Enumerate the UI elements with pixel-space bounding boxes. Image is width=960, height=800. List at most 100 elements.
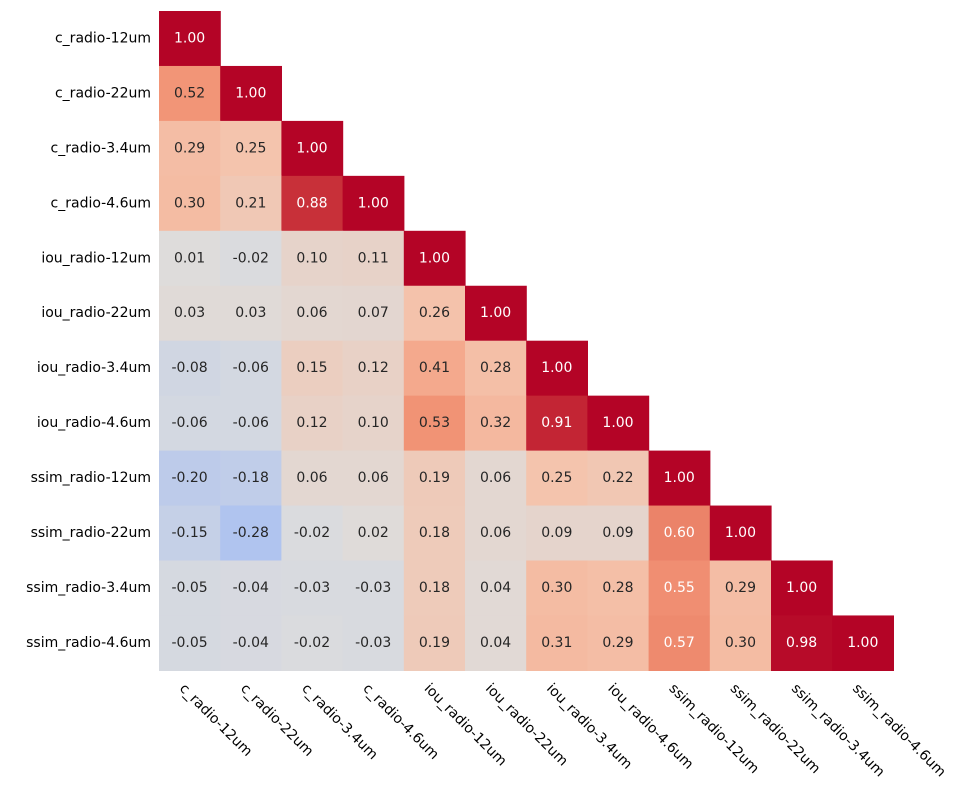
heatmap-cell [342,340,405,397]
heatmap-cell [465,395,527,452]
heatmap-cell [342,560,405,617]
heatmap-cell [342,450,405,507]
heatmap-cell [709,505,772,562]
heatmap-cell [526,505,588,562]
cell-value-label: 0.26 [419,305,450,321]
heatmap-cell [220,615,282,671]
cell-value-label: 0.31 [541,635,572,651]
row-tick-label: iou_radio-4.6um [37,415,151,431]
row-tick-label: ssim_radio-4.6um [26,635,151,651]
cell-value-label: 0.06 [296,470,327,486]
cell-value-label: -0.05 [171,580,207,596]
cell-value-label: -0.03 [294,580,330,596]
heatmap-cell [403,505,466,562]
heatmap-cell [220,285,282,342]
cell-value-label: 0.60 [664,525,695,541]
cell-value-label: 0.09 [541,525,572,541]
cell-value-label: 1.00 [174,30,205,46]
heatmap-cell [587,450,650,507]
cell-value-label: 0.07 [358,305,389,321]
cell-value-label: 0.04 [480,635,511,651]
cell-value-label: 1.00 [235,85,266,101]
cell-value-label: 0.57 [664,635,695,651]
cell-value-label: 0.32 [480,415,511,431]
cell-value-label: -0.20 [171,470,207,486]
heatmap-cell [281,230,344,287]
heatmap-cell [220,175,282,232]
cell-value-label: 0.06 [480,525,511,541]
heatmap-cell [403,340,466,397]
cell-value-label: -0.04 [233,580,269,596]
cell-value-label: 0.52 [174,85,205,101]
heatmap-cell [648,560,711,617]
heatmap-cell [342,505,405,562]
heatmap-cell [709,615,772,671]
heatmap-cell [526,340,588,397]
cell-value-label: -0.05 [171,635,207,651]
row-labels: c_radio-12um c_radio-22um c_radio-3.4um c_r… [26,30,151,650]
heatmap-cell [465,560,527,617]
column-labels: c_radio-12umc_radio-22umc_radio-3.4umc_r… [176,681,949,781]
cell-value-label: 0.02 [358,525,389,541]
row-tick-label: c_radio-4.6um [51,195,151,211]
cell-value-label: -0.06 [171,415,207,431]
cell-value-label: 0.21 [235,195,266,211]
heatmap-cell [159,230,221,287]
cell-value-label: 0.41 [419,360,450,376]
heatmap-cell [281,340,344,397]
cell-value-label: 0.88 [296,195,327,211]
cell-value-label: 1.00 [296,140,327,156]
cell-value-label: 1.00 [419,250,450,266]
heatmap-cell [159,395,221,452]
cell-value-label: 0.25 [541,470,572,486]
cell-value-label: 0.04 [480,580,511,596]
heatmap-cell [281,615,344,671]
heatmap-cell [159,175,221,232]
heatmap-cell [220,340,282,397]
cell-value-label: -0.08 [171,360,207,376]
heatmap-cell [648,450,711,507]
cell-value-label: -0.18 [233,470,269,486]
heatmap-cell [403,615,466,671]
cell-value-label: 0.06 [480,470,511,486]
heatmap-cell [159,560,221,617]
cell-value-label: -0.03 [355,580,391,596]
heatmap-cell [403,450,466,507]
cell-value-label: 0.12 [296,415,327,431]
heatmap-cell [220,505,282,562]
heatmap-cell [587,505,650,562]
heatmap-cell [709,560,772,617]
heatmap-cell [220,395,282,452]
cell-value-label: 0.18 [419,580,450,596]
heatmap-cell [526,395,588,452]
heatmap-cell [281,285,344,342]
heatmap-cell [832,615,894,671]
heatmap-cells: 1.00 0.52 1.00 0.29 0.25 1.00 0.30 0.21 0.88 1.00… [159,11,894,671]
cell-value-label: 0.30 [725,635,756,651]
heatmap-cell [403,560,466,617]
cell-value-label: 0.15 [296,360,327,376]
heatmap-cell [648,615,711,671]
cell-value-label: 0.11 [358,250,389,266]
cell-value-label: -0.15 [171,525,207,541]
heatmap-cell [342,230,405,287]
cell-value-label: 1.00 [358,195,389,211]
row-tick-label: c_radio-22um [55,85,151,101]
cell-value-label: 1.00 [725,525,756,541]
heatmap-cell [771,615,833,671]
cell-value-label: 0.06 [296,305,327,321]
heatmap-cell [526,615,588,671]
heatmap-cell [220,560,282,617]
cell-value-label: 0.29 [174,140,205,156]
cell-value-label: 1.00 [480,305,511,321]
heatmap-cell [342,175,405,232]
cell-value-label: 0.29 [602,635,633,651]
row-tick-label: c_radio-12um [55,30,151,46]
cell-value-label: 0.19 [419,470,450,486]
cell-value-label: -0.02 [294,525,330,541]
cell-value-label: -0.28 [233,525,269,541]
heatmap-cell [342,285,405,342]
cell-value-label: -0.06 [233,415,269,431]
heatmap-cell [159,65,221,122]
cell-value-label: 1.00 [664,470,695,486]
